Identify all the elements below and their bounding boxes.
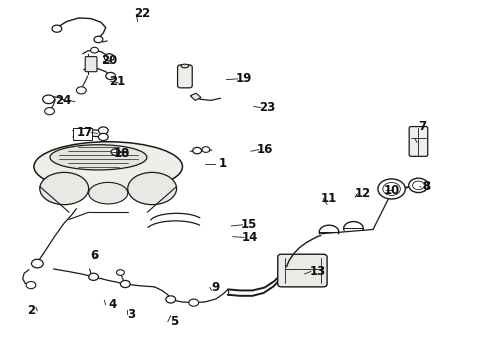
Text: 21: 21 bbox=[109, 75, 125, 88]
FancyBboxPatch shape bbox=[278, 254, 327, 287]
Text: 10: 10 bbox=[384, 184, 400, 197]
Circle shape bbox=[193, 147, 201, 154]
Circle shape bbox=[76, 87, 86, 94]
Text: 7: 7 bbox=[418, 121, 426, 134]
Ellipse shape bbox=[40, 172, 89, 204]
Circle shape bbox=[26, 282, 36, 289]
FancyBboxPatch shape bbox=[177, 65, 192, 88]
Circle shape bbox=[202, 147, 210, 152]
Circle shape bbox=[117, 270, 124, 275]
Circle shape bbox=[413, 181, 424, 190]
Circle shape bbox=[383, 183, 400, 195]
Text: 24: 24 bbox=[55, 94, 72, 107]
Polygon shape bbox=[190, 93, 201, 100]
Circle shape bbox=[121, 280, 130, 288]
Text: 17: 17 bbox=[76, 126, 93, 139]
Ellipse shape bbox=[50, 145, 147, 170]
Circle shape bbox=[31, 259, 43, 268]
Text: 20: 20 bbox=[101, 54, 117, 67]
Ellipse shape bbox=[181, 64, 189, 68]
Text: 19: 19 bbox=[236, 72, 252, 85]
Text: 9: 9 bbox=[212, 281, 220, 294]
Circle shape bbox=[111, 149, 120, 155]
Circle shape bbox=[378, 179, 405, 199]
Text: 11: 11 bbox=[321, 192, 337, 205]
Text: 23: 23 bbox=[259, 101, 275, 114]
Circle shape bbox=[106, 72, 116, 80]
FancyBboxPatch shape bbox=[73, 128, 92, 140]
Circle shape bbox=[104, 54, 114, 61]
Text: 15: 15 bbox=[241, 218, 257, 231]
Circle shape bbox=[43, 95, 54, 104]
Text: 5: 5 bbox=[170, 315, 178, 328]
Text: 2: 2 bbox=[27, 305, 35, 318]
Text: 13: 13 bbox=[309, 265, 325, 278]
Circle shape bbox=[45, 108, 54, 115]
Text: 22: 22 bbox=[134, 7, 150, 20]
Text: 4: 4 bbox=[108, 298, 116, 311]
Circle shape bbox=[98, 127, 108, 134]
Circle shape bbox=[91, 47, 98, 53]
Ellipse shape bbox=[34, 142, 182, 192]
Text: 6: 6 bbox=[90, 249, 98, 262]
Circle shape bbox=[166, 296, 175, 303]
Circle shape bbox=[52, 25, 62, 32]
Circle shape bbox=[98, 134, 108, 140]
Text: 3: 3 bbox=[127, 308, 136, 321]
Text: 18: 18 bbox=[114, 147, 130, 159]
Circle shape bbox=[89, 273, 98, 280]
Ellipse shape bbox=[128, 172, 176, 204]
Text: 16: 16 bbox=[256, 143, 273, 156]
Circle shape bbox=[189, 299, 198, 306]
Text: 8: 8 bbox=[423, 180, 431, 193]
Text: 12: 12 bbox=[355, 187, 371, 200]
Circle shape bbox=[94, 36, 103, 42]
Text: 14: 14 bbox=[242, 231, 258, 244]
FancyBboxPatch shape bbox=[409, 127, 428, 156]
Text: 1: 1 bbox=[219, 157, 227, 170]
FancyBboxPatch shape bbox=[85, 57, 97, 72]
Circle shape bbox=[409, 178, 428, 193]
Ellipse shape bbox=[89, 183, 128, 204]
